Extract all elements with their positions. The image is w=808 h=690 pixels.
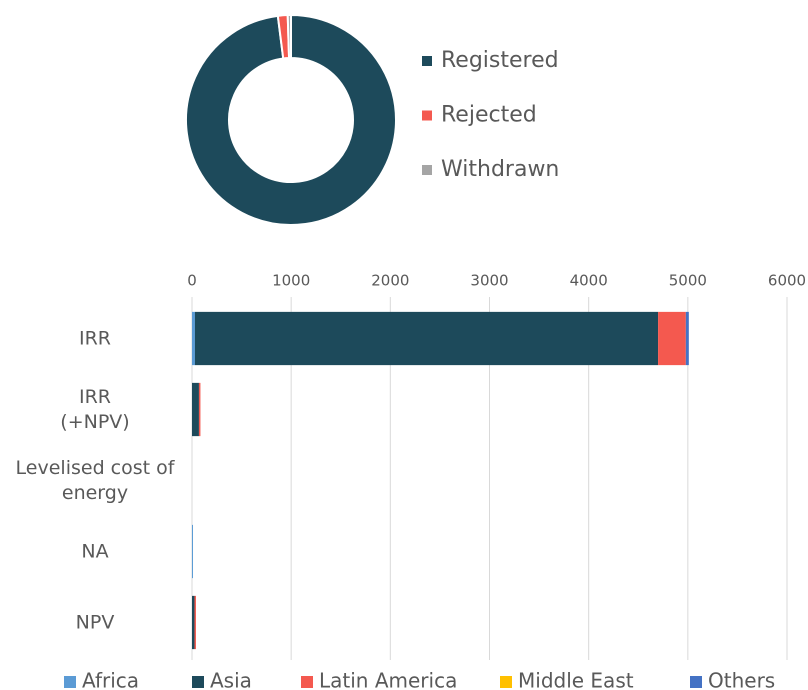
bar-segment xyxy=(192,382,199,437)
bar-segment xyxy=(194,595,196,650)
bar-segment xyxy=(192,311,195,366)
legend-swatch xyxy=(500,676,512,688)
legend-swatch xyxy=(422,56,432,66)
y-tick-label: Levelised cost of energy xyxy=(15,456,175,504)
bar-segment xyxy=(685,311,689,366)
legend-label: Registered xyxy=(441,48,559,73)
legend-swatch xyxy=(192,676,204,688)
x-tick-label: 0 xyxy=(187,272,197,290)
donut-slice xyxy=(286,13,292,60)
x-tick-label: 1000 xyxy=(272,272,310,290)
x-tick-label: 5000 xyxy=(669,272,707,290)
legend-label: Rejected xyxy=(441,103,537,128)
bar-segment xyxy=(192,595,195,650)
legend-label: Middle East xyxy=(518,669,634,690)
x-tick-label: 4000 xyxy=(570,272,608,290)
legend-swatch xyxy=(690,676,702,688)
legend-swatch xyxy=(422,110,432,121)
y-tick-label: NA xyxy=(81,540,109,562)
donut-slice xyxy=(185,13,397,226)
legend-swatch xyxy=(64,676,76,688)
legend-label: Asia xyxy=(210,669,252,690)
legend-swatch xyxy=(422,165,432,175)
legend-label: Africa xyxy=(82,669,139,690)
bar-segment xyxy=(198,382,201,437)
legend-label: Withdrawn xyxy=(441,157,559,182)
bar-segment xyxy=(194,311,659,366)
legend-label: Latin America xyxy=(319,669,457,690)
y-tick-label: NPV xyxy=(75,611,115,633)
x-tick-label: 2000 xyxy=(371,272,409,290)
x-tick-label: 3000 xyxy=(470,272,508,290)
bar-segment xyxy=(658,311,686,366)
y-tick-label: IRR (+NPV) xyxy=(60,385,130,433)
legend-label: Others xyxy=(708,669,775,690)
bar-segment xyxy=(192,524,193,579)
legend-swatch xyxy=(301,676,313,688)
y-tick-label: IRR xyxy=(78,327,111,349)
x-tick-label: 6000 xyxy=(768,272,806,290)
